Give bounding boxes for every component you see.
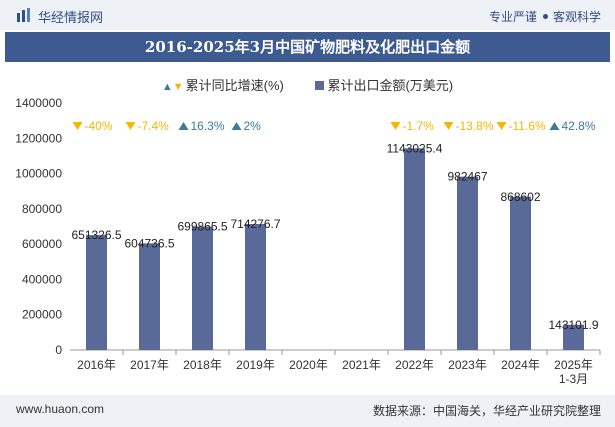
growth-data-label: -13.8% xyxy=(456,119,494,133)
footer-bar: www.huaon.com 数据来源：中国海关，华经产业研究院整理 xyxy=(0,395,615,427)
legend-amount: 累计出口金额(万美元) xyxy=(315,75,453,94)
tag-professional: 专业严谨 xyxy=(488,10,537,24)
bar-chart: 0 200000 400000 600000 800000 1000000 1200000 1… xyxy=(15,96,601,386)
triangle-down-icon: ▼ xyxy=(172,81,184,93)
bar-data-label: 699865.5 xyxy=(177,220,227,234)
bar-data-label: 868602 xyxy=(500,190,540,204)
growth-up-icon xyxy=(231,122,242,130)
growth-down-icon xyxy=(496,122,507,130)
growth-data-label: -40% xyxy=(85,119,113,133)
chart-legend: ▲▼ 累计同比增速(%) 累计出口金额(万美元) xyxy=(0,75,615,94)
y-tick-label: 1000000 xyxy=(15,167,62,181)
legend-amount-label: 累计出口金额(万美元) xyxy=(327,78,454,93)
bar xyxy=(510,196,531,350)
y-tick-label: 200000 xyxy=(22,308,62,322)
bar xyxy=(563,324,584,350)
bar-swatch-icon xyxy=(315,81,325,90)
bar xyxy=(192,226,213,350)
growth-data-label: -1.7% xyxy=(403,119,435,133)
x-tick-label: 2018年 xyxy=(183,358,222,372)
bar-data-label: 143101.9 xyxy=(548,318,598,332)
x-tick-label: 2017年 xyxy=(130,358,169,372)
bar xyxy=(86,235,107,350)
chart-title: 2016-2025年3月中国矿物肥料及化肥出口金额 xyxy=(5,32,610,62)
y-tick-label: 1400000 xyxy=(15,96,62,110)
y-tick-label: 400000 xyxy=(22,272,62,286)
growth-down-icon xyxy=(125,122,136,130)
x-tick-label: 2024年 xyxy=(501,358,540,372)
growth-up-icon xyxy=(549,122,560,130)
x-tick-label: 2022年 xyxy=(395,358,434,372)
bar xyxy=(245,223,266,350)
bar xyxy=(457,176,478,350)
x-tick-label: 2023年 xyxy=(448,358,487,372)
x-tick-label: 2025年 xyxy=(554,358,593,372)
bar-data-label: 714276.7 xyxy=(230,217,280,231)
footer-source: 数据来源：中国海关，华经产业研究院整理 xyxy=(372,404,601,418)
growth-data-label: 2% xyxy=(244,119,262,133)
x-tick-label: 1-3月 xyxy=(559,372,588,386)
x-tick-label: 2019年 xyxy=(236,358,275,372)
growth-data-label: -7.4% xyxy=(138,119,170,133)
y-tick-label: 1200000 xyxy=(15,131,62,145)
bar xyxy=(404,148,425,350)
growth-down-icon xyxy=(443,122,454,130)
tag-objective: 客观科学 xyxy=(552,10,601,24)
growth-up-icon xyxy=(178,122,189,130)
separator-dot-icon xyxy=(542,14,548,20)
brand-logo-icon xyxy=(17,8,30,22)
x-tick-label: 2016年 xyxy=(77,358,116,372)
header-tags: 专业严谨 客观科学 xyxy=(489,8,601,25)
growth-data-label: 42.8% xyxy=(562,119,596,133)
bar-data-label: 1143025.4 xyxy=(387,141,443,155)
top-bar: 华经情报网 专业严谨 客观科学 xyxy=(0,0,615,30)
bar-data-label: 651326.5 xyxy=(71,228,121,242)
x-tick-label: 2021年 xyxy=(342,358,381,372)
growth-down-icon xyxy=(72,122,83,130)
bar-data-label: 982467 xyxy=(447,170,487,184)
footer-url: www.huaon.com xyxy=(16,402,105,416)
bar-data-label: 604736.5 xyxy=(124,236,174,250)
legend-growth-label: 累计同比增速(%) xyxy=(185,78,284,93)
y-tick-label: 600000 xyxy=(22,237,62,251)
x-tick-label: 2020年 xyxy=(289,358,328,372)
growth-data-label: 16.3% xyxy=(191,119,225,133)
triangle-up-icon: ▲ xyxy=(161,81,173,93)
bar xyxy=(139,243,160,350)
legend-growth: ▲▼ 累计同比增速(%) xyxy=(162,75,284,94)
y-tick-label: 0 xyxy=(55,343,62,357)
y-tick-label: 800000 xyxy=(22,202,62,216)
brand-name: 华经情报网 xyxy=(38,10,104,25)
growth-data-label: -11.6% xyxy=(509,119,546,133)
growth-down-icon xyxy=(390,122,401,130)
